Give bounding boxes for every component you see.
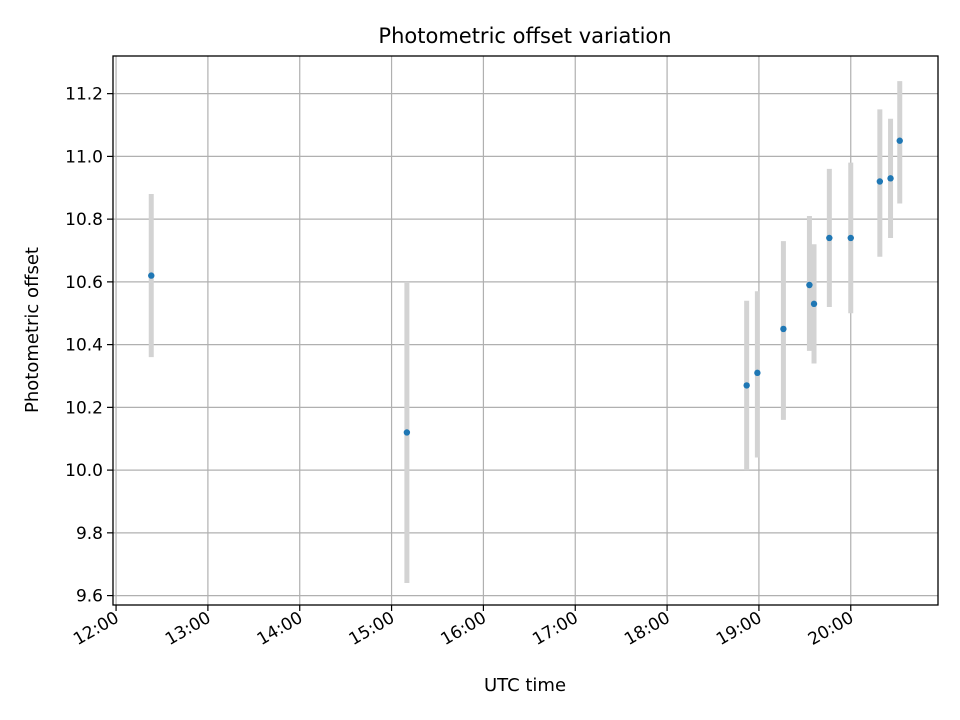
y-tick-label: 10.2 [65, 398, 103, 418]
data-point [403, 429, 411, 436]
y-tick-label: 11.2 [65, 85, 103, 105]
data-point [148, 272, 155, 279]
data-points [148, 137, 903, 436]
y-tick-label: 10.8 [65, 210, 103, 230]
data-point [780, 325, 787, 333]
plot-area [113, 56, 938, 605]
x-axis-label: UTC time [484, 675, 566, 696]
data-point [743, 382, 750, 389]
data-point [810, 300, 818, 308]
data-point [847, 234, 854, 242]
y-tick-label: 9.6 [76, 587, 103, 607]
y-tick-label: 11.0 [65, 147, 103, 167]
chart-title: Photometric offset variation [378, 24, 671, 48]
data-point [806, 281, 813, 289]
y-tick-label: 10.0 [65, 461, 103, 481]
data-point [887, 175, 894, 182]
data-point [754, 369, 761, 377]
plot-frame [112, 55, 939, 606]
y-axis-ticks: 9.6 9.8 10.0 10.2 10.4 10.6 10.8 11.0 11.2 [65, 85, 113, 607]
y-tick-label: 10.6 [65, 273, 103, 293]
y-axis-label: Photometric offset [22, 247, 43, 413]
data-point [826, 234, 833, 242]
data-point [876, 178, 884, 185]
data-point [896, 137, 903, 144]
y-tick-label: 9.8 [76, 524, 103, 544]
y-tick-label: 10.4 [65, 336, 103, 356]
